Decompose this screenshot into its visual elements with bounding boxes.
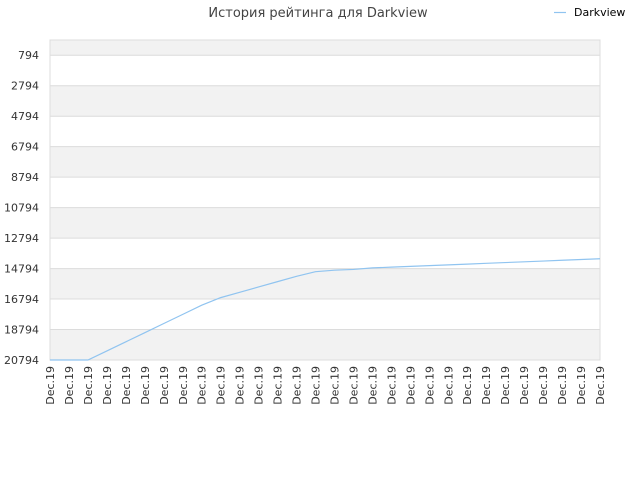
x-tick-label: Dec.19 [215, 366, 228, 405]
x-tick-label: Dec.19 [404, 366, 417, 405]
background-band [50, 207, 600, 239]
background-band [50, 329, 600, 360]
background-band [50, 55, 600, 86]
x-tick-label: Dec.19 [480, 366, 493, 405]
y-tick-label: 2794 [11, 80, 39, 93]
y-tick-label: 12794 [4, 232, 39, 245]
y-tick-label: 10794 [4, 202, 39, 215]
x-tick-label: Dec.19 [120, 366, 133, 405]
y-tick-label: 8794 [11, 171, 39, 184]
x-tick-label: Dec.19 [177, 366, 190, 405]
x-tick-label: Dec.19 [253, 366, 266, 405]
y-axis-tick-labels: 794 2794 4794 6794 8794 10794 12794 14794 16794 1… [4, 49, 39, 367]
x-tick-label: Dec.19 [101, 366, 114, 405]
x-tick-label: Dec.19 [556, 366, 569, 405]
x-tick-label: Dec.19 [499, 366, 512, 405]
y-tick-label: 4794 [11, 110, 39, 123]
x-tick-label: Dec.19 [385, 366, 398, 405]
y-tick-label: 6794 [11, 141, 39, 154]
x-tick-label: Dec.19 [272, 366, 285, 405]
background-band [50, 299, 600, 330]
x-tick-label: Dec.19 [158, 366, 171, 405]
x-tick-label: Dec.19 [366, 366, 379, 405]
legend-label: Darkview [574, 6, 625, 19]
background-band [50, 85, 600, 117]
x-tick-label: Dec.19 [442, 366, 455, 405]
x-tick-label: Dec.19 [347, 366, 360, 405]
x-tick-label: Dec.19 [139, 366, 152, 405]
x-tick-label: Dec.19 [594, 366, 607, 405]
x-tick-label: Dec.19 [575, 366, 588, 405]
x-tick-label: Dec.19 [328, 366, 341, 405]
y-tick-label: 794 [18, 49, 39, 62]
plot-background-bands [50, 40, 600, 360]
y-tick-label: 16794 [4, 293, 39, 306]
background-band [50, 146, 600, 178]
x-tick-label: Dec.19 [310, 366, 323, 405]
x-tick-label: Dec.19 [44, 366, 57, 405]
series-layer [50, 258, 601, 361]
x-tick-label: Dec.19 [423, 366, 436, 405]
chart-title: История рейтинга для Darkview [208, 6, 428, 21]
background-band [50, 238, 600, 269]
x-tick-label: Dec.19 [537, 366, 550, 405]
legend: Darkview [554, 6, 625, 19]
y-tick-label: 18794 [4, 324, 39, 337]
background-band [50, 40, 600, 56]
x-axis-tick-labels: Dec.19 Dec.19 Dec.19 Dec.19 Dec.19 Dec.19 Dec.… [44, 366, 607, 405]
x-tick-label: Dec.19 [82, 366, 95, 405]
plot-border [49, 39, 601, 361]
y-tick-label: 14794 [4, 263, 39, 276]
x-tick-label: Dec.19 [196, 366, 209, 405]
background-band [50, 268, 600, 300]
x-tick-label: Dec.19 [291, 366, 304, 405]
background-band [50, 116, 600, 147]
x-tick-label: Dec.19 [518, 366, 531, 405]
x-tick-label: Dec.19 [63, 366, 76, 405]
series-line-darkview [50, 258, 601, 361]
background-band [50, 177, 600, 208]
x-tick-label: Dec.19 [461, 366, 474, 405]
y-tick-label: 20794 [4, 354, 39, 367]
x-tick-label: Dec.19 [234, 366, 247, 405]
